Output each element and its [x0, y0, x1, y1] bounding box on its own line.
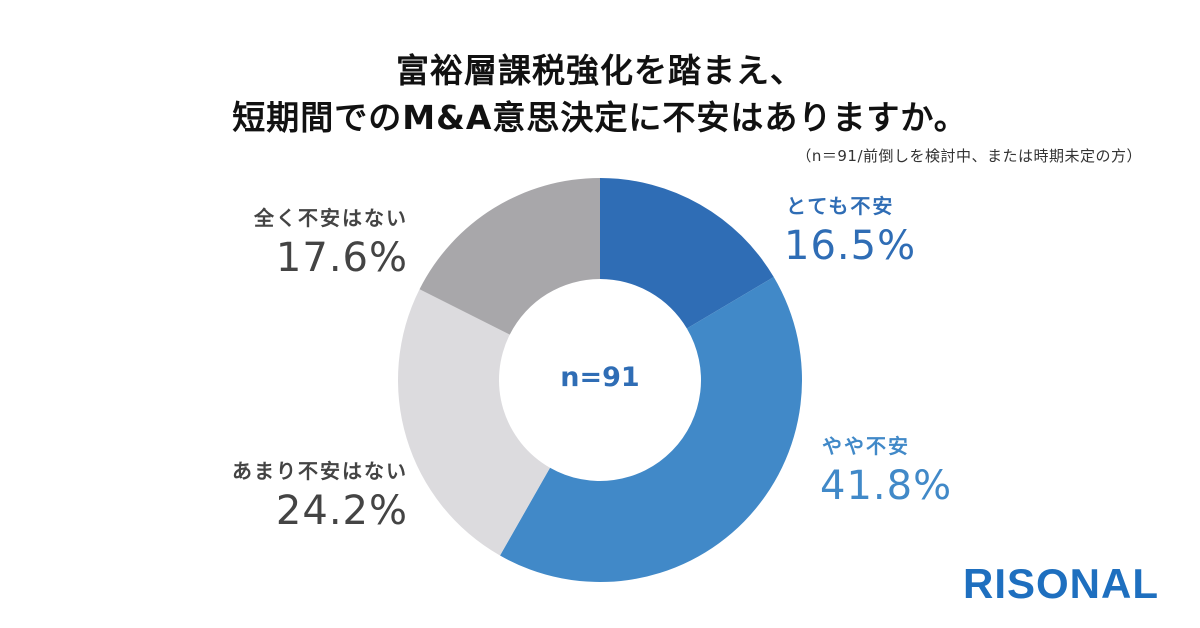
chart-title-line-2: 短期間でのM&A意思決定に不安はありますか。 — [232, 98, 968, 137]
slice-category: 全く不安はない — [254, 206, 408, 230]
slice-category: やや不安 — [822, 434, 910, 458]
donut-center-label: n=91 — [560, 362, 640, 393]
slice-not-very-anxious — [398, 289, 551, 556]
slice-not-at-all-anxious — [419, 178, 600, 335]
slice-very-anxious — [600, 178, 774, 329]
donut-slices — [398, 178, 802, 582]
slice-percent: 24.2% — [275, 488, 408, 534]
slice-label-somewhat-anxious: やや不安 41.8% — [820, 430, 953, 509]
risonal-logo: RISONAL — [963, 560, 1159, 607]
slice-category: とても不安 — [786, 194, 895, 218]
slice-label-very-anxious: とても不安 16.5% — [784, 190, 917, 269]
sample-note: （n＝91/前倒しを検討中、または時期未定の方） — [796, 147, 1142, 165]
slice-percent: 41.8% — [820, 463, 953, 509]
slice-category: あまり不安はない — [232, 459, 408, 483]
slice-label-not-very-anxious: あまり不安はない 24.2% — [212, 455, 408, 534]
chart-title-line-1: 富裕層課税強化を踏まえ、 — [396, 51, 804, 90]
slice-label-not-at-all-anxious: 全く不安はない 17.6% — [212, 202, 408, 281]
slice-somewhat-anxious — [500, 276, 802, 582]
slice-percent: 16.5% — [784, 223, 917, 269]
slice-percent: 17.6% — [275, 235, 408, 281]
